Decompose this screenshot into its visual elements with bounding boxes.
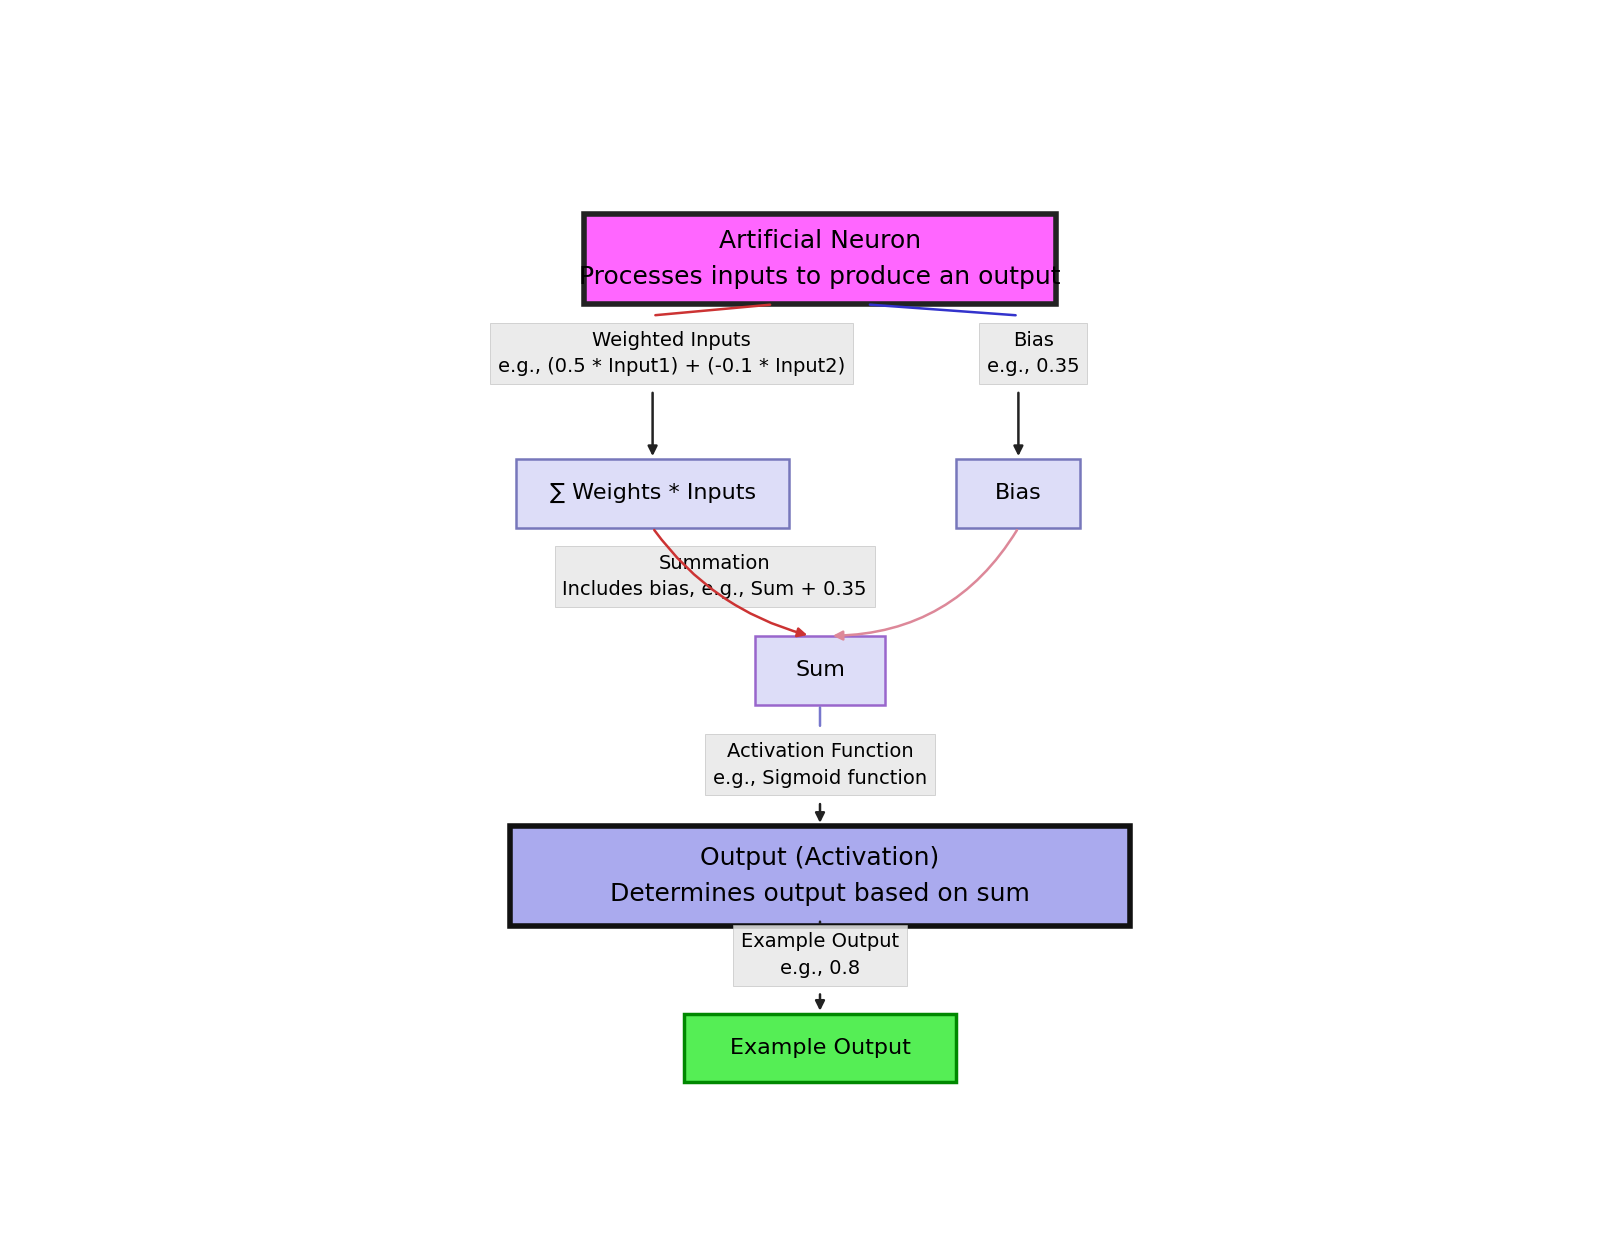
Text: Sum: Sum <box>795 661 845 681</box>
Text: Bias: Bias <box>995 483 1042 503</box>
FancyBboxPatch shape <box>510 826 1130 927</box>
FancyBboxPatch shape <box>755 636 885 704</box>
Text: Artificial Neuron
Processes inputs to produce an output: Artificial Neuron Processes inputs to pr… <box>579 230 1061 288</box>
Text: ∑ Weights * Inputs: ∑ Weights * Inputs <box>549 483 755 503</box>
Text: Weighted Inputs
e.g., (0.5 * Input1) + (-0.1 * Input2): Weighted Inputs e.g., (0.5 * Input1) + (… <box>498 330 845 376</box>
Text: Summation
Includes bias, e.g., Sum + 0.35: Summation Includes bias, e.g., Sum + 0.3… <box>562 554 867 600</box>
Text: Output (Activation)
Determines output based on sum: Output (Activation) Determines output ba… <box>610 846 1030 905</box>
FancyBboxPatch shape <box>584 214 1056 304</box>
Text: Example Output
e.g., 0.8: Example Output e.g., 0.8 <box>741 933 899 977</box>
FancyBboxPatch shape <box>683 1013 957 1083</box>
Text: Activation Function
e.g., Sigmoid function: Activation Function e.g., Sigmoid functi… <box>714 743 926 787</box>
Text: Bias
e.g., 0.35: Bias e.g., 0.35 <box>987 330 1080 376</box>
FancyBboxPatch shape <box>957 458 1080 528</box>
Text: Example Output: Example Output <box>730 1038 910 1058</box>
FancyBboxPatch shape <box>517 458 789 528</box>
